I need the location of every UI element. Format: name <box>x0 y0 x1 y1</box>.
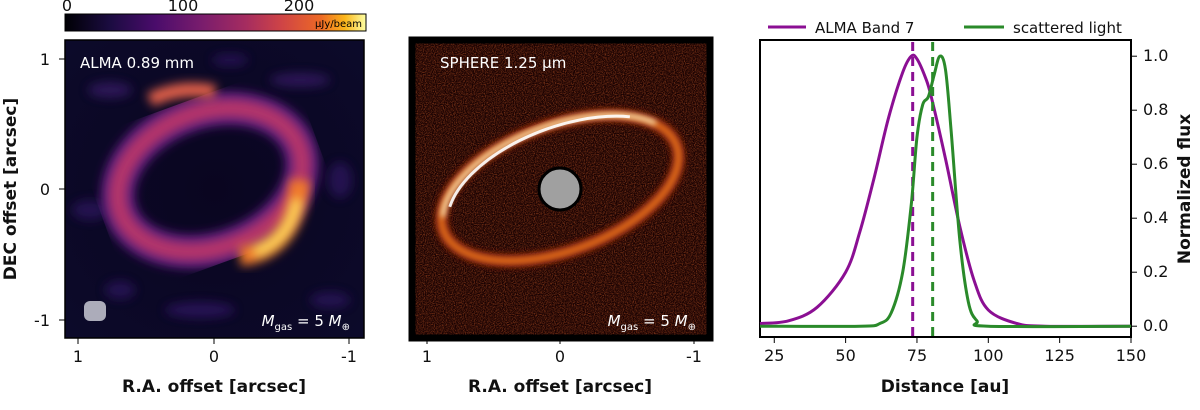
legend-label-alma: ALMA Band 7 <box>815 19 914 37</box>
x-tick-label: 50 <box>835 346 855 365</box>
alma-ytick-0: 0 <box>40 180 50 199</box>
sphere-xtick-0: 0 <box>555 347 565 366</box>
alma-xtick-1: 1 <box>73 347 83 366</box>
alma-xlabel: R.A. offset [arcsec] <box>122 377 306 397</box>
alma-background-noise <box>72 54 352 318</box>
y-tick-label: 1.0 <box>1143 46 1168 65</box>
sphere-xlabel: R.A. offset [arcsec] <box>468 377 652 397</box>
colorbar <box>64 13 367 32</box>
colorbar-tick-100: 100 <box>168 0 199 15</box>
series-line-1 <box>759 54 1132 329</box>
alma-ring <box>100 91 320 269</box>
profile-plot-frame <box>759 39 1132 338</box>
alma-xtick-m1: -1 <box>341 347 357 366</box>
x-tick-label: 75 <box>907 346 927 365</box>
alma-ring-bright-arc <box>146 82 310 266</box>
y-tick-label: 0.0 <box>1143 316 1168 335</box>
sphere-mass-annotation: Mgas = 5 M⊕ <box>608 312 696 333</box>
y-tick-label: 0.6 <box>1143 154 1168 173</box>
alma-ylabel: DEC offset [arcsec] <box>1 98 21 280</box>
sphere-xtick-1: 1 <box>422 347 432 366</box>
sphere-ring <box>434 108 686 268</box>
profile-xlabel: Distance [au] <box>881 377 1009 397</box>
series-line-0 <box>759 53 1132 328</box>
y-tick-label: 0.8 <box>1143 100 1168 119</box>
sphere-xtick-m1: -1 <box>686 347 702 366</box>
alma-x-axis <box>77 338 350 344</box>
profile-ylabel: Normalized flux <box>1175 114 1195 264</box>
alma-ytick-m1: -1 <box>34 311 50 330</box>
alma-y-axis <box>59 58 65 321</box>
colorbar-unit: μJy/beam <box>315 19 362 30</box>
sphere-label: SPHERE 1.25 μm <box>440 54 566 72</box>
x-tick-label: 150 <box>1116 346 1147 365</box>
sphere-x-axis <box>426 338 695 344</box>
alma-xtick-0: 0 <box>209 347 219 366</box>
alma-mass-annotation: Mgas = 5 M⊕ <box>262 312 350 333</box>
y-tick-label: 0.4 <box>1143 208 1168 227</box>
coronagraph-mask <box>537 166 583 212</box>
alma-label: ALMA 0.89 mm <box>80 54 194 72</box>
legend-label-scattered: scattered light <box>1013 19 1122 37</box>
panel-profiles: 25 50 75 100 125 150 0.0 0.2 0.4 0.6 0.8 1.0 ALMA B… <box>759 19 1195 397</box>
beam-ellipse <box>84 301 106 321</box>
x-tick-label: 100 <box>973 346 1004 365</box>
alma-ytick-1: 1 <box>40 50 50 69</box>
x-tick-label: 25 <box>764 346 784 365</box>
legend: ALMA Band 7 scattered light <box>768 19 1122 37</box>
x-tick-label: 125 <box>1044 346 1075 365</box>
profile-plot-area: 25 50 75 100 125 150 0.0 0.2 0.4 0.6 0.8 1.0 <box>759 42 1168 365</box>
colorbar-tick-200: 200 <box>284 0 315 15</box>
colorbar-tick-0: 0 <box>62 0 72 15</box>
panel-sphere: SPHERE 1.25 μm Mgas = 5 M⊕ 1 0 -1 R.A. o… <box>408 36 714 397</box>
panel-alma: μJy/beam 0 100 200 <box>1 0 367 397</box>
y-tick-label: 0.2 <box>1143 262 1168 281</box>
